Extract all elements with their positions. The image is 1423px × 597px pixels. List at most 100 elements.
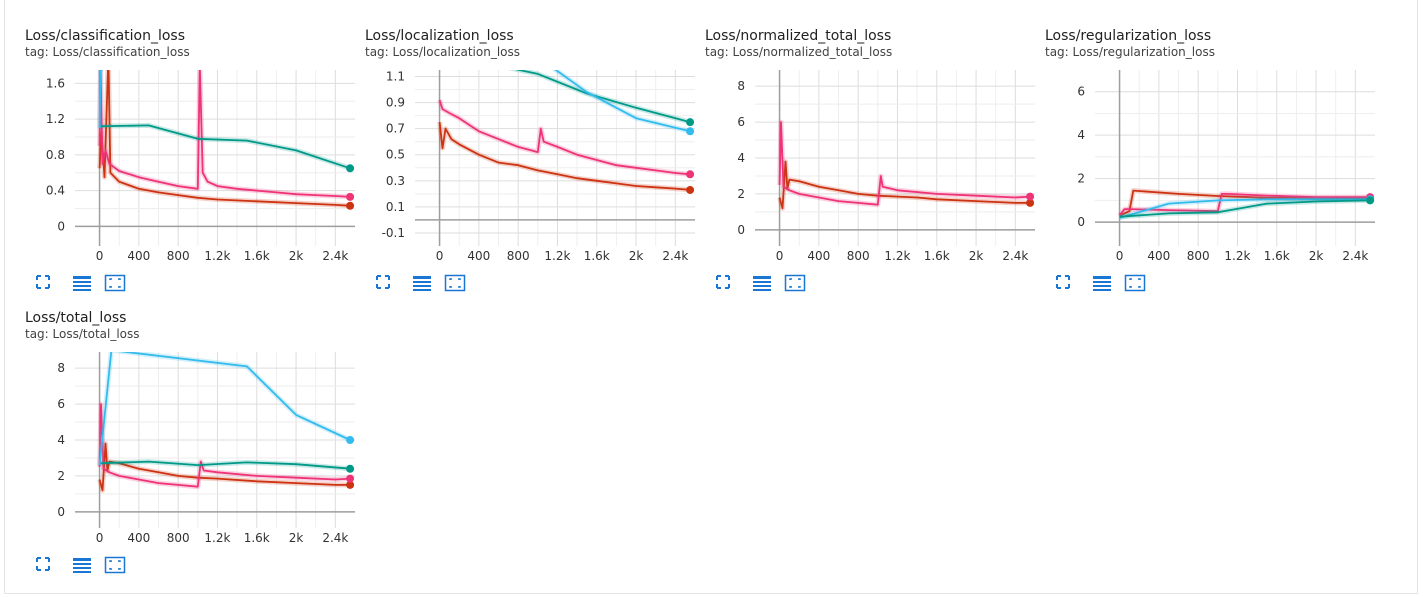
series-raw-line (99, 122, 351, 171)
y-tick-label: 8 (57, 361, 65, 375)
series-line (1118, 192, 1371, 217)
chart-card: Loss/normalized_total_loss tag: Loss/norm… (705, 8, 1041, 292)
series-raw-line (97, 401, 351, 490)
y-tick-label: 0.3 (386, 174, 405, 188)
series-end-marker (346, 464, 355, 473)
y-tick-label: 0 (1077, 215, 1085, 229)
fit-domain-icon[interactable] (35, 274, 57, 294)
x-tick-label: 2.4k (322, 249, 348, 262)
series-end-marker (686, 127, 695, 136)
series-line (98, 70, 103, 129)
y-tick-label: 1.2 (46, 112, 65, 126)
y-tick-label: 0 (57, 505, 65, 519)
expand-chart-icon[interactable] (104, 556, 126, 576)
y-tick-label: 6 (737, 115, 745, 129)
show-data-icon[interactable] (72, 274, 94, 294)
expand-chart-icon[interactable] (784, 274, 806, 294)
series-line (554, 70, 691, 133)
fit-domain-icon[interactable] (1055, 274, 1077, 294)
series-line (1119, 199, 1371, 218)
series-end-marker (346, 164, 355, 173)
x-tick-label: 1.2k (544, 249, 570, 262)
series-line (438, 122, 691, 191)
x-tick-label: 0 (96, 531, 104, 544)
series-line (99, 460, 351, 470)
expand-chart-icon[interactable] (1124, 274, 1146, 294)
expand-chart-icon[interactable] (444, 274, 466, 294)
show-data-icon[interactable] (1092, 274, 1114, 294)
series-line (98, 442, 351, 492)
chart-plot[interactable]: 0 400 800 1.2k 1.6k 2k 2.4k -0.1 0.1 0.3 0.5 0.7 0.9… (365, 62, 701, 262)
series-line (98, 352, 351, 466)
chart-plot[interactable]: 0 400 800 1.2k 1.6k 2k 2.4k 0 2 4 6 8 (705, 62, 1041, 262)
y-tick-label: 0 (737, 223, 745, 237)
x-tick-label: 2k (1309, 249, 1324, 262)
y-tick-label: 0.8 (46, 148, 65, 162)
y-tick-label: 4 (57, 433, 65, 447)
x-tick-label: 1.2k (204, 249, 230, 262)
x-tick-label: 800 (847, 249, 870, 262)
chart-title: Loss/localization_loss (365, 28, 514, 44)
series-end-marker (346, 192, 355, 201)
expand-chart-icon[interactable] (104, 274, 126, 294)
series-line (778, 121, 1031, 206)
x-tick-label: 0 (1116, 249, 1124, 262)
series-line (98, 70, 351, 207)
chart-tag: tag: Loss/localization_loss (365, 45, 521, 59)
x-tick-label: 400 (467, 249, 490, 262)
fit-domain-icon[interactable] (375, 274, 397, 294)
x-tick-label: 0 (96, 249, 104, 262)
y-tick-label: 0 (57, 219, 65, 233)
show-data-icon[interactable] (72, 556, 94, 576)
series-end-marker (686, 118, 695, 127)
x-tick-label: 2.4k (1342, 249, 1368, 262)
x-tick-label: 2.4k (1002, 249, 1028, 262)
x-tick-label: 800 (167, 249, 190, 262)
chart-plot[interactable]: 0 400 800 1.2k 1.6k 2k 2.4k 0 0.4 0.8 1.2 1.6 (25, 62, 361, 262)
x-tick-label: 2k (969, 249, 984, 262)
series-end-marker (686, 185, 695, 194)
x-tick-label: 2k (289, 531, 304, 544)
y-tick-label: 1.1 (386, 70, 405, 84)
y-tick-label: 0.7 (386, 122, 405, 136)
chart-card: Loss/total_loss tag: Loss/total_loss 0 400 8… (25, 290, 361, 574)
x-tick-label: 1.6k (584, 249, 610, 262)
fit-domain-icon[interactable] (715, 274, 737, 294)
y-tick-label: 6 (57, 397, 65, 411)
chart-title: Loss/regularization_loss (1045, 28, 1212, 44)
x-tick-label: 2k (629, 249, 644, 262)
chart-card: Loss/regularization_loss tag: Loss/regula… (1045, 8, 1381, 292)
fit-domain-icon[interactable] (35, 556, 57, 576)
series-end-marker (346, 474, 355, 483)
series-end-marker (346, 201, 355, 210)
show-data-icon[interactable] (412, 274, 434, 294)
series-end-marker (346, 436, 355, 444)
x-tick-label: 1.6k (1264, 249, 1290, 262)
series-line (98, 70, 351, 198)
y-tick-label: 8 (737, 79, 745, 93)
y-tick-label: 6 (1077, 85, 1085, 99)
chart-plot[interactable]: 0 400 800 1.2k 1.6k 2k 2.4k 0 2 4 6 (1045, 62, 1381, 262)
series-line (778, 160, 1031, 210)
x-tick-label: 400 (127, 249, 150, 262)
series-line (98, 403, 351, 488)
x-tick-label: 2k (289, 249, 304, 262)
series-line (99, 124, 351, 170)
y-tick-label: 4 (737, 151, 745, 165)
y-tick-label: 2 (737, 187, 745, 201)
chart-title: Loss/normalized_total_loss (705, 28, 892, 44)
series-raw-line (507, 70, 691, 125)
x-tick-label: 0 (436, 249, 444, 262)
y-tick-label: 2 (57, 469, 65, 483)
series-end-marker (1026, 198, 1035, 207)
y-tick-label: 0.4 (46, 184, 65, 198)
show-data-icon[interactable] (752, 274, 774, 294)
x-tick-label: 2.4k (662, 249, 688, 262)
x-tick-label: 1.6k (244, 531, 270, 544)
chart-title: Loss/total_loss (25, 310, 127, 326)
series-raw-line (551, 70, 691, 134)
x-tick-label: 1.6k (924, 249, 950, 262)
series-end-marker (1026, 192, 1035, 201)
charts-panel (4, 0, 1418, 594)
chart-plot[interactable]: 0 400 800 1.2k 1.6k 2k 2.4k 0 2 4 6 8 (25, 344, 361, 544)
